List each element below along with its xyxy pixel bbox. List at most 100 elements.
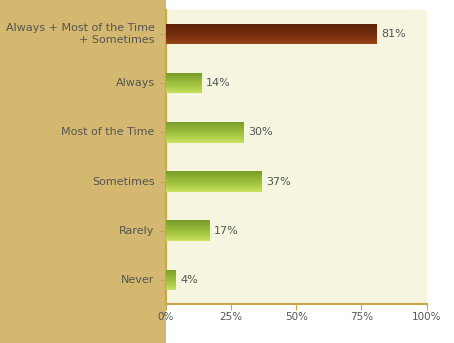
Bar — [166, 186, 262, 187]
Bar — [166, 180, 262, 181]
Bar — [166, 74, 202, 75]
Bar — [166, 230, 210, 231]
Bar — [166, 88, 202, 89]
Bar — [166, 124, 244, 125]
Bar — [166, 226, 210, 227]
Bar — [166, 235, 210, 236]
Bar — [166, 181, 262, 182]
Bar — [166, 73, 202, 74]
Bar — [166, 233, 210, 234]
Bar — [166, 76, 202, 77]
Bar — [166, 43, 377, 44]
Bar — [166, 87, 202, 88]
Bar — [166, 229, 210, 230]
Bar — [166, 75, 202, 76]
Bar — [166, 183, 262, 184]
Bar — [166, 27, 377, 28]
Bar — [166, 140, 244, 141]
Bar — [166, 187, 262, 188]
Bar — [166, 129, 244, 130]
Bar — [166, 135, 244, 136]
Bar — [166, 80, 202, 81]
Text: 30%: 30% — [248, 127, 272, 137]
Bar — [166, 131, 244, 132]
Bar — [166, 177, 262, 178]
Bar — [166, 25, 377, 26]
Bar — [166, 78, 202, 79]
Bar — [166, 141, 244, 142]
Bar — [166, 222, 210, 223]
Bar — [166, 287, 176, 288]
Bar — [166, 86, 202, 87]
Bar — [166, 286, 176, 287]
Bar — [166, 30, 377, 31]
Bar — [166, 173, 262, 174]
Bar — [166, 225, 210, 226]
Bar — [166, 178, 262, 179]
Bar — [166, 275, 176, 276]
Bar — [166, 278, 176, 279]
Bar — [166, 81, 202, 82]
Bar — [166, 88, 202, 90]
Bar — [166, 33, 377, 34]
Bar — [166, 240, 210, 241]
Bar — [166, 171, 262, 172]
Bar — [166, 232, 210, 233]
Bar — [166, 24, 377, 25]
Bar — [166, 133, 244, 134]
Bar — [166, 136, 244, 137]
Bar — [166, 122, 244, 123]
Bar — [166, 284, 176, 285]
Bar — [166, 142, 244, 143]
Bar — [166, 29, 377, 30]
Bar — [166, 189, 262, 190]
Bar — [166, 28, 377, 29]
Bar — [166, 285, 176, 286]
Bar — [166, 130, 244, 131]
Bar — [166, 132, 244, 133]
Bar — [166, 93, 202, 94]
Bar — [166, 79, 202, 80]
Bar — [166, 91, 202, 92]
Bar — [166, 139, 244, 140]
Text: 4%: 4% — [180, 275, 198, 285]
Bar — [166, 82, 202, 83]
Bar — [166, 83, 202, 84]
Bar — [166, 123, 244, 124]
Bar — [166, 191, 262, 192]
Bar — [166, 271, 176, 272]
Bar — [166, 270, 176, 271]
Bar — [166, 283, 176, 284]
Bar — [166, 40, 377, 41]
Bar — [166, 234, 210, 235]
Bar — [166, 128, 244, 129]
Bar — [166, 276, 176, 277]
Bar — [166, 188, 262, 189]
Bar — [166, 277, 176, 278]
Bar — [166, 228, 210, 229]
Bar — [166, 37, 377, 38]
Bar — [166, 176, 262, 177]
Bar — [166, 125, 244, 126]
Bar — [166, 89, 202, 90]
Bar — [166, 85, 202, 86]
Bar — [166, 172, 262, 173]
Bar — [166, 36, 377, 37]
Bar — [166, 237, 210, 238]
Bar — [166, 239, 210, 240]
Bar — [166, 224, 210, 225]
Bar — [166, 134, 244, 135]
Bar — [166, 38, 377, 39]
Bar — [166, 137, 244, 138]
Bar — [166, 223, 210, 224]
Bar — [166, 77, 202, 78]
Bar — [166, 175, 262, 176]
Bar — [166, 184, 262, 185]
Bar — [166, 86, 202, 87]
Bar — [166, 34, 377, 35]
Bar — [166, 279, 176, 280]
Bar — [166, 190, 262, 191]
Bar — [166, 84, 202, 85]
Bar — [166, 31, 377, 32]
Bar — [166, 221, 210, 222]
